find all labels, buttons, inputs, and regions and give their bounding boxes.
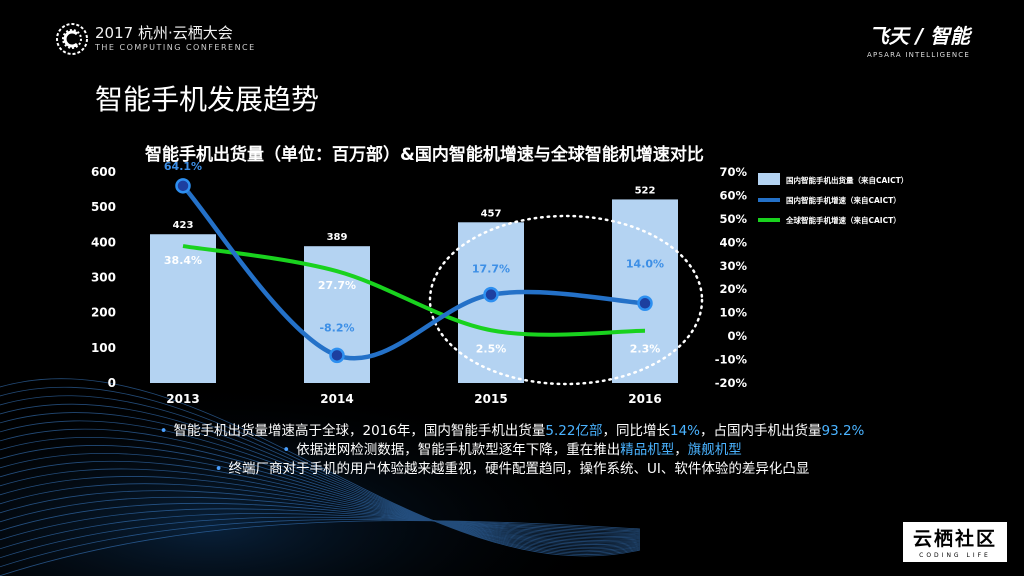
global-growth-line: [182, 244, 646, 337]
domestic-growth-point: [329, 347, 345, 364]
y-axis-right-tick-label: 50%: [719, 212, 747, 226]
bar-data-label: 522: [635, 185, 656, 196]
global-growth-data-label: 38.4%: [164, 254, 202, 267]
bar-data-label: 457: [481, 208, 502, 219]
y-axis-left-tick-label: 600: [91, 165, 116, 179]
bullet-item-2: • 依据进网检测数据，智能手机款型逐年下降，重在推出精品机型，旗舰机型: [282, 442, 742, 458]
highlight-ellipse: [428, 214, 704, 386]
y-axis-right-tick-label: 0%: [727, 329, 747, 343]
bar: [150, 234, 216, 383]
bullet-item-3: • 终端厂商对于手机的用户体验越来越重视，硬件配置趋同，操作系统、UI、软件体验的…: [214, 461, 810, 477]
brand-title: 飞天 / 智能: [868, 24, 970, 48]
domestic-growth-point: [175, 178, 191, 194]
swirl-line: [0, 420, 641, 550]
x-axis-tick-label: 2016: [628, 392, 661, 406]
chart-title: 智能手机出货量（单位：百万部）&国内智能机增速与全球智能机增速对比: [145, 145, 704, 165]
y-axis-right-tick-label: 30%: [719, 259, 747, 273]
swirl-line: [0, 403, 641, 553]
domestic-growth-data-label: 14.0%: [626, 257, 664, 270]
community-logo: 云栖社区 CODING LIFE: [903, 522, 1007, 562]
conference-emblem-icon: [56, 23, 88, 55]
brand-subtitle: APSARA INTELLIGENCE: [866, 51, 970, 59]
legend-swatch: [758, 218, 780, 222]
bar-data-label: 423: [173, 220, 194, 231]
bullet-dot-icon: •: [159, 423, 168, 439]
y-axis-right-tick-label: 10%: [719, 306, 747, 320]
swirl-line: [0, 453, 641, 544]
bullet-dot-icon: •: [282, 442, 291, 458]
y-axis-right-tick-label: 40%: [719, 235, 747, 249]
global-growth-data-label: 2.5%: [476, 342, 507, 355]
domestic-growth-data-label: 17.7%: [472, 263, 510, 276]
y-axis-right-tick-label: -10%: [715, 353, 748, 367]
bar: [612, 199, 678, 383]
y-axis-left-tick-label: 100: [91, 341, 116, 355]
y-axis-left-tick-label: 400: [91, 235, 116, 249]
x-axis-tick-label: 2014: [320, 392, 353, 406]
swirl-line: [0, 445, 641, 546]
bullet-dot-icon: •: [214, 461, 223, 477]
bullet-item-1: • 智能手机出货量增速高于全球，2016年，国内智能手机出货量5.22亿部，同比增…: [159, 423, 865, 439]
swirl-line: [0, 513, 641, 550]
conference-subtitle: THE COMPUTING CONFERENCE: [95, 43, 256, 52]
y-axis-left-tick-label: 200: [91, 306, 116, 320]
y-axis-left-tick-label: 300: [91, 271, 116, 285]
swirl-line: [0, 519, 641, 568]
y-axis-right-tick-label: -20%: [715, 376, 748, 390]
swirl-line: [0, 412, 641, 551]
swirl-line: [0, 476, 641, 540]
conference-title: 2017 杭州·云栖大会: [95, 24, 233, 42]
swirl-line: [0, 395, 641, 554]
global-growth-data-label: 27.7%: [318, 279, 356, 292]
swirl-line: [0, 378, 641, 557]
swirl-line: [0, 428, 641, 548]
legend-entry: 国内智能手机增速（来自CAICT）: [786, 195, 901, 205]
domestic-growth-line: [181, 184, 646, 361]
swirl-line: [0, 502, 641, 535]
y-axis-left-tick-label: 500: [91, 200, 116, 214]
x-axis-tick-label: 2013: [166, 392, 199, 406]
legend-entry: 全球智能手机增速（来自CAICT）: [785, 215, 901, 225]
bullet-list: • 智能手机出货量增速高于全球，2016年，国内智能手机出货量5.22亿部，同比增…: [0, 422, 1024, 479]
global-growth-data-label: 2.3%: [630, 343, 661, 356]
swirl-line: [0, 508, 641, 541]
domestic-growth-data-label: -8.2%: [319, 321, 354, 334]
y-axis-right-tick-label: 20%: [719, 282, 747, 296]
combo-chart: 600 500 400 300 200 100 0 70% 60% 50% 40% 30% 20% 10%…: [91, 160, 908, 406]
swirl-line: [0, 516, 641, 559]
swirl-line: [0, 483, 641, 539]
swirl-line: [0, 490, 641, 537]
domestic-growth-point: [637, 295, 653, 312]
legend-entry: 国内智能手机出货量（来自CAICT）: [786, 175, 908, 185]
y-axis-right-tick-label: 60%: [719, 188, 747, 202]
bar-data-label: 389: [327, 232, 348, 243]
x-axis-tick-label: 2015: [474, 392, 507, 406]
swirl-line: [0, 437, 641, 547]
swirl-line: [0, 460, 641, 543]
swirl-line: [0, 496, 641, 536]
legend-swatch: [758, 198, 780, 202]
community-logo-subtitle: CODING LIFE: [919, 552, 991, 559]
swirl-line: [0, 468, 641, 541]
domestic-growth-point: [483, 286, 499, 303]
conference-logo: 2017 杭州·云栖大会 THE COMPUTING CONFERENCE: [55, 22, 254, 60]
swirl-line: [0, 520, 641, 576]
brand-logo: 飞天 / 智能 APSARA INTELLIGENCE: [867, 20, 970, 59]
page-title: 智能手机发展趋势: [95, 83, 320, 116]
legend-swatch: [758, 173, 780, 185]
community-logo-text: 云栖社区: [912, 528, 997, 550]
swirl-line: [0, 386, 641, 555]
domestic-growth-data-label: 64.1%: [164, 160, 202, 173]
y-axis-right-tick-label: 70%: [719, 165, 747, 179]
y-axis-left-tick-label: 0: [108, 376, 116, 390]
